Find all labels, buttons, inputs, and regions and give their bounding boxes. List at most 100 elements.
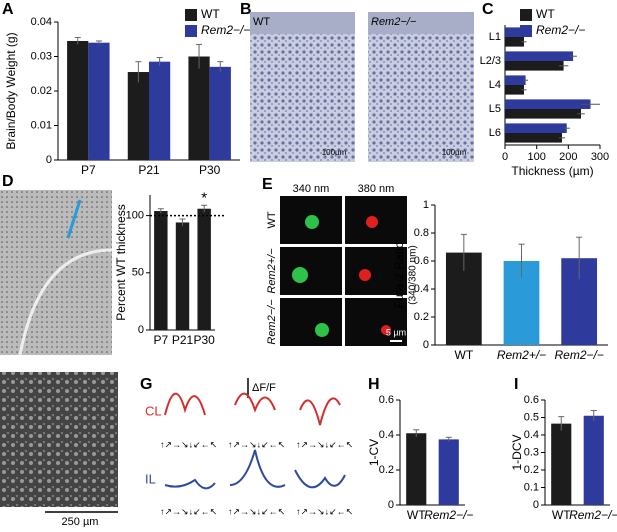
bar [438,439,459,505]
bar [505,123,567,133]
y-tick-label: 1 [423,199,429,211]
legend-label: WT [201,7,220,21]
bar [175,222,190,330]
measurement-line [66,199,82,239]
bar [505,27,526,37]
slice-structure [18,248,113,356]
x-tick-label: Rem2+/− [497,348,546,362]
x-tick-label: P7 [153,333,168,347]
y-tick-label: 0.04 [31,16,52,28]
y-tick-label: 0.6 [379,394,394,406]
y-axis-label: Percent WT thickness [114,204,128,320]
y-tick-label: 0.4 [524,429,539,441]
bar [188,56,210,160]
panel-letter: A [2,1,14,18]
y-tick-label: 0 [46,154,52,166]
tuning-curves [164,378,346,490]
bar [505,37,524,47]
neuron [315,323,329,337]
scale-label: ΔF/F [252,382,276,394]
neuron-images [280,196,407,346]
bar [505,109,581,119]
bar [505,61,564,71]
image-tile [345,298,407,346]
y-tick-label: 0.6 [524,394,539,406]
x-tick-label: Rem2−/− [569,508,617,522]
histology-image [250,12,355,162]
bar [88,42,110,161]
y-tick-label: L1 [489,31,501,43]
panel-letter: B [240,1,252,18]
image-label: WT [253,16,270,28]
histology-surface [368,12,474,34]
y-tick-label: 0.2 [524,464,539,476]
neuron [381,325,391,335]
image-tile [345,247,407,295]
x-tick-label: P21 [172,333,194,347]
cl-curve [299,397,341,426]
x-tick-label: Rem2−/− [424,508,473,522]
cl-curve [234,392,276,413]
panel-letter: G [140,376,152,393]
neuron [359,269,371,281]
y-tick-label: L6 [489,127,501,139]
x-tick-label: 100 [527,151,545,163]
bar [551,423,572,505]
x-tick-label: 300 [591,151,609,163]
y-tick-label: 0.1 [524,481,539,493]
direction-arrows: ↑↗→↘↓↙←↖ [228,506,285,516]
y-tick-label: 0 [388,499,394,511]
row-label: CL [145,403,162,418]
legend-label: Rem2−/− [201,23,250,37]
direction-arrows: ↑↗→↘↓↙←↖ [296,439,353,449]
row-label: WT [266,211,278,228]
x-tick-label: P30 [199,163,221,177]
x-axis-label: Thickness (µm) [511,164,593,178]
x-tick-label: P21 [138,163,160,177]
legend-swatch [520,25,532,37]
bar [209,66,231,160]
panel-letter: H [368,376,380,393]
bar [505,85,524,95]
y-tick-label: 0.8 [414,227,429,239]
bar [149,61,171,160]
image-tile [280,247,342,295]
bar [154,211,168,330]
bar [67,40,89,160]
y-axis-label: 1-DCV [510,434,524,470]
column-label: 340 nm [293,183,330,195]
scale-label: 5 µm [386,327,406,337]
y-tick-label: 0.4 [379,429,394,441]
neuron [366,216,378,228]
y-axis-label: Fura-2 Ratio [392,241,406,308]
bar [583,415,604,505]
direction-arrows: ↑↗→↘↓↙←↖ [160,439,217,449]
bar [505,99,591,109]
image-label: Rem2−/− [371,16,417,28]
row-label: Rem2+/− [266,248,278,294]
neuron [305,215,319,229]
x-tick-label: 200 [559,151,577,163]
y-tick-label: 0.01 [31,119,52,131]
neuron [292,267,308,283]
legend-label: Rem2−/− [536,23,585,37]
legend-label: WT [536,7,555,21]
il-curve [229,449,286,488]
x-tick-label: WT [455,348,474,362]
direction-arrows: ↑↗→↘↓↙←↖ [228,439,285,449]
cl-curve [164,392,206,416]
il-curve [294,469,346,489]
y-tick-label: 50 [132,267,144,279]
row-label: Rem2−/− [266,299,278,345]
annotation: * [201,189,207,206]
panel-letter: I [514,376,518,393]
y-tick-label: 0 [533,499,539,511]
y-tick-label: 0 [423,339,429,351]
y-tick-label: 0.5 [524,411,539,423]
x-tick-label: Rem2−/− [554,348,603,362]
y-tick-label: 0 [138,324,144,336]
direction-arrows: ↑↗→↘↓↙←↖ [296,506,353,516]
y-tick-label: 0.2 [414,311,429,323]
il-curve [164,478,216,490]
y-tick-label: 0.03 [31,50,52,62]
